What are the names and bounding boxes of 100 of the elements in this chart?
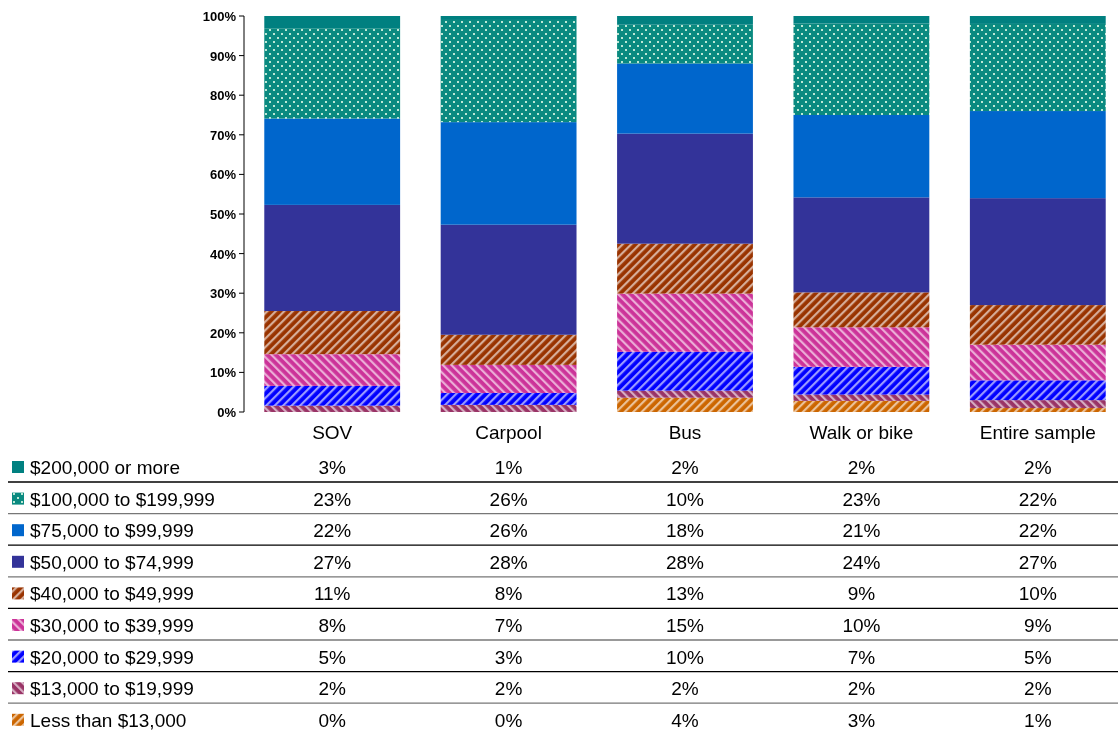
- data-label: 8%: [318, 614, 347, 636]
- data-label: 0%: [494, 709, 523, 731]
- legend-label: $30,000 to $39,999: [30, 614, 194, 636]
- legend-label: $100,000 to $199,999: [30, 488, 215, 510]
- legend-label: $20,000 to $29,999: [30, 646, 194, 668]
- bar: [969, 380, 1106, 401]
- data-label: 0%: [318, 709, 347, 731]
- data-label: 10%: [665, 646, 705, 668]
- y-tick-label: 100%: [202, 8, 237, 24]
- y-tick-label: 10%: [209, 364, 237, 380]
- data-label: 11%: [313, 582, 351, 604]
- data-label: 24%: [842, 551, 881, 573]
- bar: [793, 400, 930, 412]
- bar: [793, 366, 930, 395]
- data-label: 10%: [1018, 582, 1057, 604]
- data-label: 2%: [847, 456, 876, 478]
- data-label: 1%: [494, 456, 523, 478]
- data-label: 10%: [842, 614, 881, 636]
- y-tick-label: 90%: [209, 48, 237, 64]
- bar: [264, 204, 401, 312]
- legend-label: $13,000 to $19,999: [30, 677, 194, 699]
- y-tick-label: 50%: [209, 206, 237, 222]
- bar: [793, 394, 930, 401]
- bar: [793, 292, 930, 328]
- data-label: 4%: [671, 709, 699, 731]
- bar: [440, 334, 577, 365]
- bar: [969, 344, 1106, 381]
- bar: [969, 111, 1106, 199]
- bar: [793, 16, 930, 24]
- data-label: 18%: [665, 519, 705, 541]
- bar: [440, 16, 577, 20]
- bar: [969, 198, 1106, 306]
- data-label: 28%: [665, 551, 705, 573]
- bar: [440, 392, 577, 405]
- data-label: 3%: [318, 456, 347, 478]
- bar: [440, 404, 577, 412]
- bar: [969, 16, 1106, 24]
- data-label: 2%: [318, 677, 347, 699]
- data-label: 2%: [1024, 456, 1052, 478]
- data-label: 2%: [494, 677, 523, 699]
- data-label: 28%: [489, 551, 528, 573]
- y-tick-label: 30%: [209, 285, 237, 301]
- data-label: 22%: [1018, 519, 1057, 541]
- data-label: 26%: [489, 488, 528, 510]
- data-label: 13%: [665, 582, 705, 604]
- data-label: 15%: [665, 614, 705, 636]
- data-label: 22%: [313, 519, 352, 541]
- data-label: 3%: [847, 709, 876, 731]
- bar: [264, 385, 401, 406]
- data-label: 9%: [1024, 614, 1052, 636]
- data-label: 8%: [494, 582, 523, 604]
- x-tick-label: Carpool: [475, 422, 542, 443]
- bar: [617, 16, 753, 25]
- bar: [969, 400, 1106, 409]
- y-tick-label: 60%: [209, 166, 237, 182]
- data-label: 21%: [842, 519, 881, 541]
- data-label: 23%: [313, 488, 352, 510]
- x-tick-label: Entire sample: [979, 422, 1096, 443]
- data-label: 7%: [847, 646, 876, 668]
- legend-label: $50,000 to $74,999: [30, 551, 194, 573]
- bar: [440, 224, 577, 335]
- y-tick-label: 0%: [217, 404, 237, 420]
- legend-label: Less than $13,000: [30, 709, 187, 731]
- data-label: 5%: [318, 646, 347, 668]
- y-tick-label: 70%: [209, 127, 237, 143]
- bar: [440, 364, 577, 393]
- bar: [264, 28, 401, 119]
- data-label: 23%: [842, 488, 881, 510]
- bar: [264, 16, 401, 29]
- data-label: 10%: [665, 488, 705, 510]
- bar: [617, 390, 753, 398]
- bar: [617, 133, 753, 244]
- bar: [617, 397, 753, 412]
- bar: [617, 293, 753, 352]
- bar: [793, 115, 930, 198]
- data-label: 2%: [671, 456, 699, 478]
- bar: [264, 354, 401, 386]
- bar: [617, 24, 753, 64]
- y-tick-label: 80%: [209, 87, 237, 103]
- data-label: 2%: [1024, 677, 1052, 699]
- data-label: 1%: [1024, 709, 1052, 731]
- data-label: 27%: [313, 551, 352, 573]
- data-label: 5%: [1024, 646, 1052, 668]
- data-label: 7%: [494, 614, 523, 636]
- bar: [264, 311, 401, 355]
- data-label: 2%: [847, 677, 876, 699]
- x-tick-label: Walk or bike: [809, 422, 914, 443]
- legend-label: $75,000 to $99,999: [30, 519, 194, 541]
- bar: [264, 405, 401, 412]
- bar: [440, 19, 577, 123]
- bar: [793, 327, 930, 367]
- legend-label: $200,000 or more: [30, 456, 180, 478]
- x-tick-label: Bus: [668, 422, 702, 443]
- data-label: 27%: [1018, 551, 1057, 573]
- bar: [793, 197, 930, 293]
- data-label: 26%: [489, 519, 528, 541]
- bar: [969, 408, 1106, 412]
- bar: [969, 305, 1106, 345]
- y-tick-label: 40%: [209, 246, 237, 262]
- data-label: 2%: [671, 677, 699, 699]
